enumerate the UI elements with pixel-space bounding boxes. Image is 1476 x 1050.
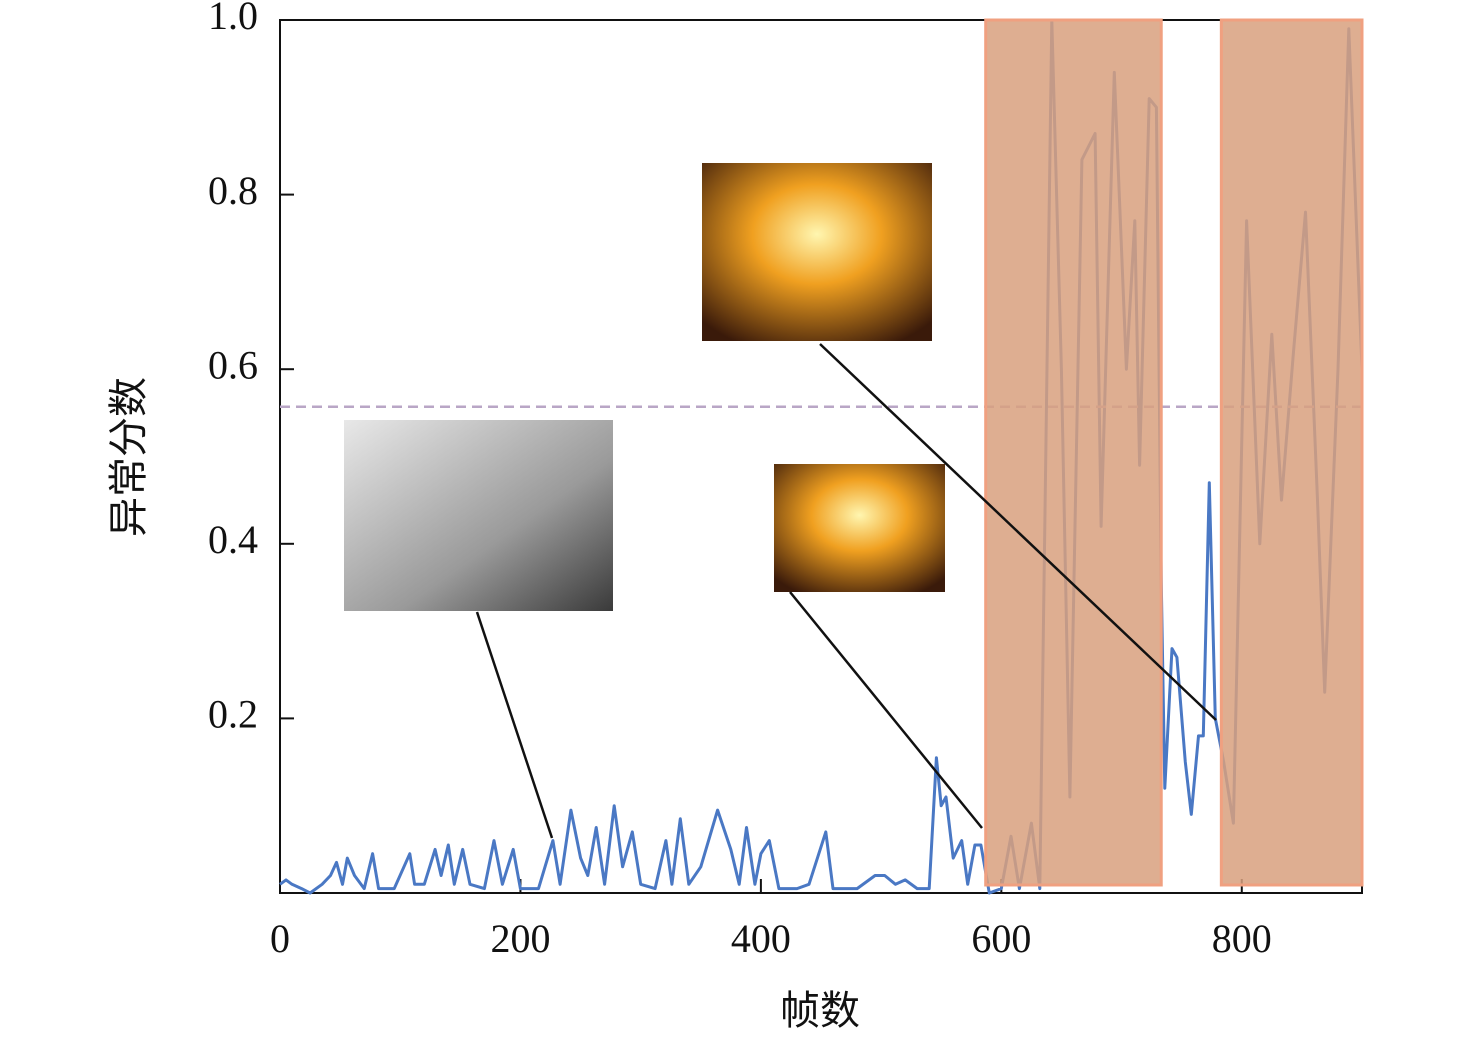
y-tick-label: 0.8 <box>208 168 258 213</box>
connector <box>819 343 1217 721</box>
x-tick-label: 200 <box>490 916 550 961</box>
x-tick-label: 0 <box>270 916 290 961</box>
shaded-range <box>1219 18 1364 887</box>
x-tick-label: 800 <box>1212 916 1272 961</box>
y-tick-label: 0.6 <box>208 342 258 387</box>
y-axis-label: 异常分数 <box>106 377 151 537</box>
connector <box>789 591 983 829</box>
x-tick-label: 600 <box>971 916 1031 961</box>
inset-images <box>344 163 1217 839</box>
y-tick-label: 0.2 <box>208 692 258 737</box>
y-tick-label: 0.4 <box>208 517 258 562</box>
y-tick-label: 1.0 <box>208 0 258 38</box>
x-tick-label: 400 <box>731 916 791 961</box>
inset-image <box>702 163 932 341</box>
data-line <box>279 18 1364 895</box>
x-axis-label: 帧数 <box>780 988 860 1033</box>
connector <box>475 611 554 839</box>
shaded-range <box>984 18 1163 887</box>
inset-image <box>774 464 945 592</box>
inset-image <box>344 420 613 611</box>
